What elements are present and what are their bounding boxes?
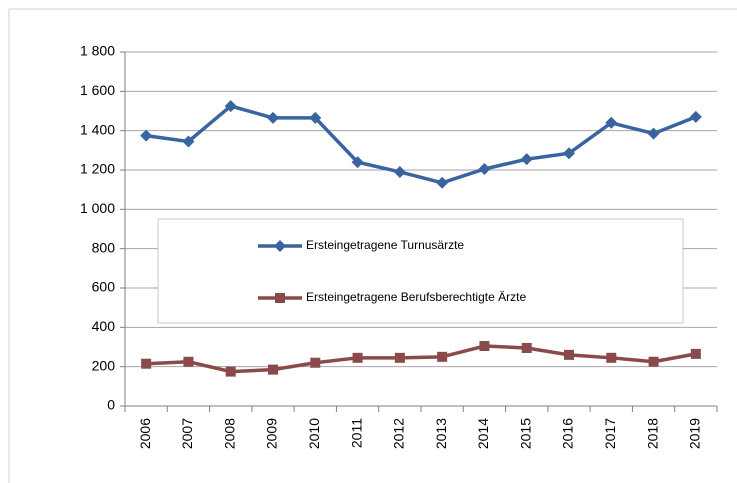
- x-tick-label: 2019: [687, 418, 703, 449]
- marker: [351, 156, 364, 169]
- marker: [310, 357, 321, 368]
- legend-box: [157, 218, 684, 324]
- marker: [309, 111, 322, 124]
- x-tick-label: 2018: [644, 418, 660, 449]
- y-tick-label: 400: [92, 318, 116, 334]
- marker: [224, 100, 237, 113]
- x-tick-label: 2009: [264, 418, 280, 449]
- x-tick-label: 2016: [560, 418, 576, 449]
- marker: [267, 111, 279, 124]
- legend-marker: [274, 240, 286, 252]
- legend-marker: [275, 293, 285, 303]
- marker: [478, 163, 491, 176]
- marker: [564, 349, 574, 360]
- marker: [268, 364, 278, 375]
- x-tick-label: 2014: [475, 418, 491, 449]
- x-tick-label: 2006: [137, 418, 153, 449]
- marker: [479, 341, 490, 352]
- marker: [563, 147, 575, 160]
- y-tick-label: 800: [92, 239, 116, 255]
- x-tick-label: 2012: [391, 418, 407, 449]
- legend-label: Ersteingetragene Turnusärzte: [306, 238, 464, 252]
- marker: [648, 356, 659, 367]
- x-tick-label: 2015: [517, 418, 533, 449]
- marker: [352, 352, 363, 363]
- marker: [606, 352, 617, 363]
- y-tick-label: 1 000: [80, 200, 115, 216]
- y-tick-label: 1 600: [80, 82, 115, 98]
- legend: Ersteingetragene Turnusärzte Ersteingetra…: [157, 218, 684, 324]
- x-tick-label: 2013: [433, 418, 449, 449]
- marker: [520, 153, 533, 166]
- y-tick-label: 1 400: [80, 121, 115, 137]
- y-tick-label: 600: [92, 279, 116, 295]
- marker: [647, 127, 660, 140]
- y-tick-label: 1 800: [80, 43, 115, 59]
- marker: [605, 116, 618, 129]
- x-tick-label: 2007: [179, 418, 195, 449]
- marker: [225, 366, 236, 377]
- marker: [689, 110, 702, 123]
- marker: [183, 356, 194, 367]
- x-tick-label: 2010: [306, 418, 322, 449]
- x-tick-label: 2011: [348, 418, 364, 448]
- marker: [436, 176, 449, 189]
- x-tick-label: 2008: [221, 418, 237, 449]
- marker: [393, 165, 406, 178]
- marker: [394, 352, 405, 363]
- marker: [182, 135, 195, 148]
- marker: [521, 342, 532, 353]
- y-tick-label: 200: [92, 357, 116, 373]
- series-line: [145, 104, 697, 185]
- legend-label: Ersteingetragene Berufsberechtigte Ärzte: [306, 290, 526, 304]
- marker: [437, 351, 448, 362]
- marker: [690, 348, 701, 359]
- marker: [141, 358, 152, 369]
- marker: [140, 129, 153, 142]
- y-tick-label: 0: [107, 397, 115, 413]
- x-tick-label: 2017: [602, 418, 618, 449]
- y-tick-label: 1 200: [80, 161, 115, 177]
- series-line: [146, 344, 697, 374]
